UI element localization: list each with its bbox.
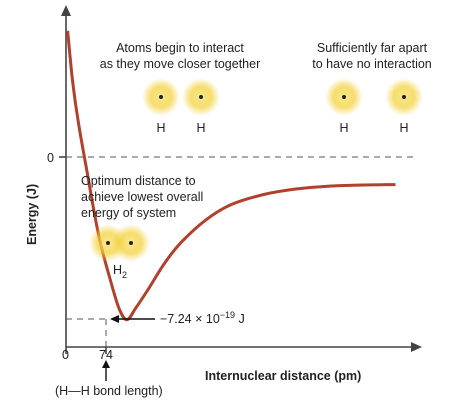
- interacting-atom-left: [142, 78, 180, 116]
- optimum-caption-line1: Optimum distance to: [81, 174, 196, 188]
- curve-point-1: [71, 80, 74, 83]
- x-axis-arrowhead: [411, 342, 422, 352]
- optimum-caption-line2: achieve lowest overall: [81, 190, 203, 204]
- curve-point-5: [110, 282, 113, 285]
- h2-molecule-label: H2: [113, 263, 127, 280]
- curve-point-6: [118, 308, 121, 311]
- potential-energy-curve: [66, 30, 396, 322]
- separated-atom-left: [325, 78, 363, 116]
- interact-caption-line2: as they move closer together: [100, 57, 261, 71]
- curve-point-7: [126, 318, 129, 321]
- interacting-atom-right: [182, 78, 220, 116]
- x-axis-title: Internuclear distance (pm): [205, 369, 361, 383]
- curve-point-16: [328, 185, 331, 188]
- x-tick-label-zero: 0: [62, 348, 69, 362]
- curve-point-14: [262, 193, 265, 196]
- curve-point-3: [85, 168, 88, 171]
- minimum-energy-label: −7.24 × 10−19 J: [160, 310, 245, 326]
- apart-caption-line2: to have no interaction: [312, 57, 432, 71]
- curve-point-10: [163, 261, 166, 264]
- apart-caption-line1: Sufficiently far apart: [317, 41, 428, 55]
- optimum-caption-line3: energy of system: [81, 206, 176, 220]
- interact-caption-line1: Atoms begin to interact: [116, 41, 244, 55]
- curve-point-9: [147, 288, 150, 291]
- curve-point-13: [229, 203, 232, 206]
- curve-point-17: [361, 184, 364, 187]
- x-tick-label-74: 74: [99, 348, 113, 362]
- curve-point-0: [66, 29, 69, 32]
- curve-point-2: [77, 121, 80, 124]
- curve-point-8: [135, 306, 138, 309]
- curve-point-12: [205, 218, 208, 221]
- curve-point-18: [394, 183, 397, 186]
- interacting-atom-right-label: H: [196, 121, 205, 135]
- bond-length-label: (H—H bond length): [55, 384, 163, 398]
- y-axis-arrowhead: [61, 5, 71, 16]
- curve-point-4: [98, 235, 101, 238]
- minimum-pointer-arrowhead: [110, 315, 119, 323]
- h2-molecule: [89, 224, 150, 262]
- curve-point-11: [180, 241, 183, 244]
- curve-point-15: [295, 187, 298, 190]
- bond-length-arrowhead: [102, 360, 110, 368]
- y-tick-label-zero: 0: [47, 151, 54, 165]
- y-axis-title: Energy (J): [25, 184, 39, 245]
- separated-atom-left-label: H: [339, 121, 348, 135]
- interacting-atom-left-label: H: [156, 121, 165, 135]
- separated-atom-right: [385, 78, 423, 116]
- separated-atom-right-label: H: [399, 121, 408, 135]
